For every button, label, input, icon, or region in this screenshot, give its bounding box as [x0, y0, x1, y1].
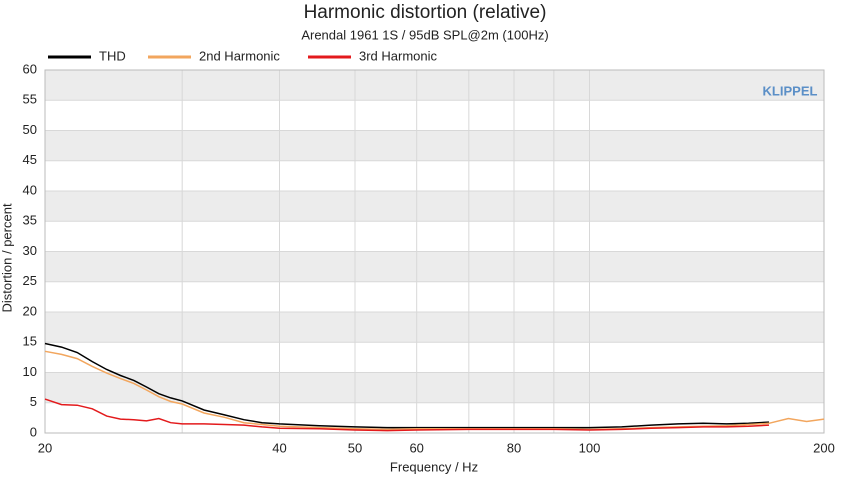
plot-frame: [44, 69, 825, 434]
grid-band: [45, 130, 824, 161]
x-tick-label: 80: [507, 440, 521, 455]
series-line: [44, 350, 825, 431]
grid-band: [45, 70, 824, 101]
y-tick-label: 35: [23, 213, 37, 228]
y-tick-label: 40: [23, 182, 37, 197]
x-axis-label: Frequency / Hz: [390, 459, 478, 474]
legend-label: THD: [99, 48, 126, 63]
series-line: [44, 398, 770, 432]
chart-subtitle: Arendal 1961 1S / 95dB SPL@2m (100Hz): [301, 27, 548, 42]
chart-title: Harmonic distortion (relative): [304, 2, 547, 23]
grid-band: [45, 191, 824, 222]
y-tick-label: 30: [23, 243, 37, 258]
y-tick-label: 0: [30, 424, 37, 439]
x-tick-label: 200: [813, 440, 835, 455]
grid-band: [45, 251, 824, 282]
y-tick-label: 10: [23, 364, 37, 379]
legend-label: 2nd Harmonic: [199, 48, 280, 63]
y-tick-label: 5: [30, 394, 37, 409]
y-tick-label: 60: [23, 61, 37, 76]
x-tick-label: 40: [272, 440, 286, 455]
y-tick-label: 45: [23, 152, 37, 167]
series-line: [44, 342, 770, 429]
y-tick-label: 20: [23, 303, 37, 318]
x-tick-label: 20: [38, 440, 52, 455]
x-tick-label: 50: [348, 440, 362, 455]
y-tick-label: 50: [23, 122, 37, 137]
y-tick-label: 55: [23, 92, 37, 107]
x-tick-label: 100: [579, 440, 601, 455]
grid-band: [45, 372, 824, 403]
legend-label: 3rd Harmonic: [359, 48, 438, 63]
x-tick-label: 60: [409, 440, 423, 455]
watermark: KLIPPEL: [763, 83, 818, 98]
y-tick-label: 25: [23, 273, 37, 288]
y-tick-label: 15: [23, 334, 37, 349]
y-axis-label: Distortion / percent: [0, 203, 14, 312]
grid-band: [45, 312, 824, 343]
